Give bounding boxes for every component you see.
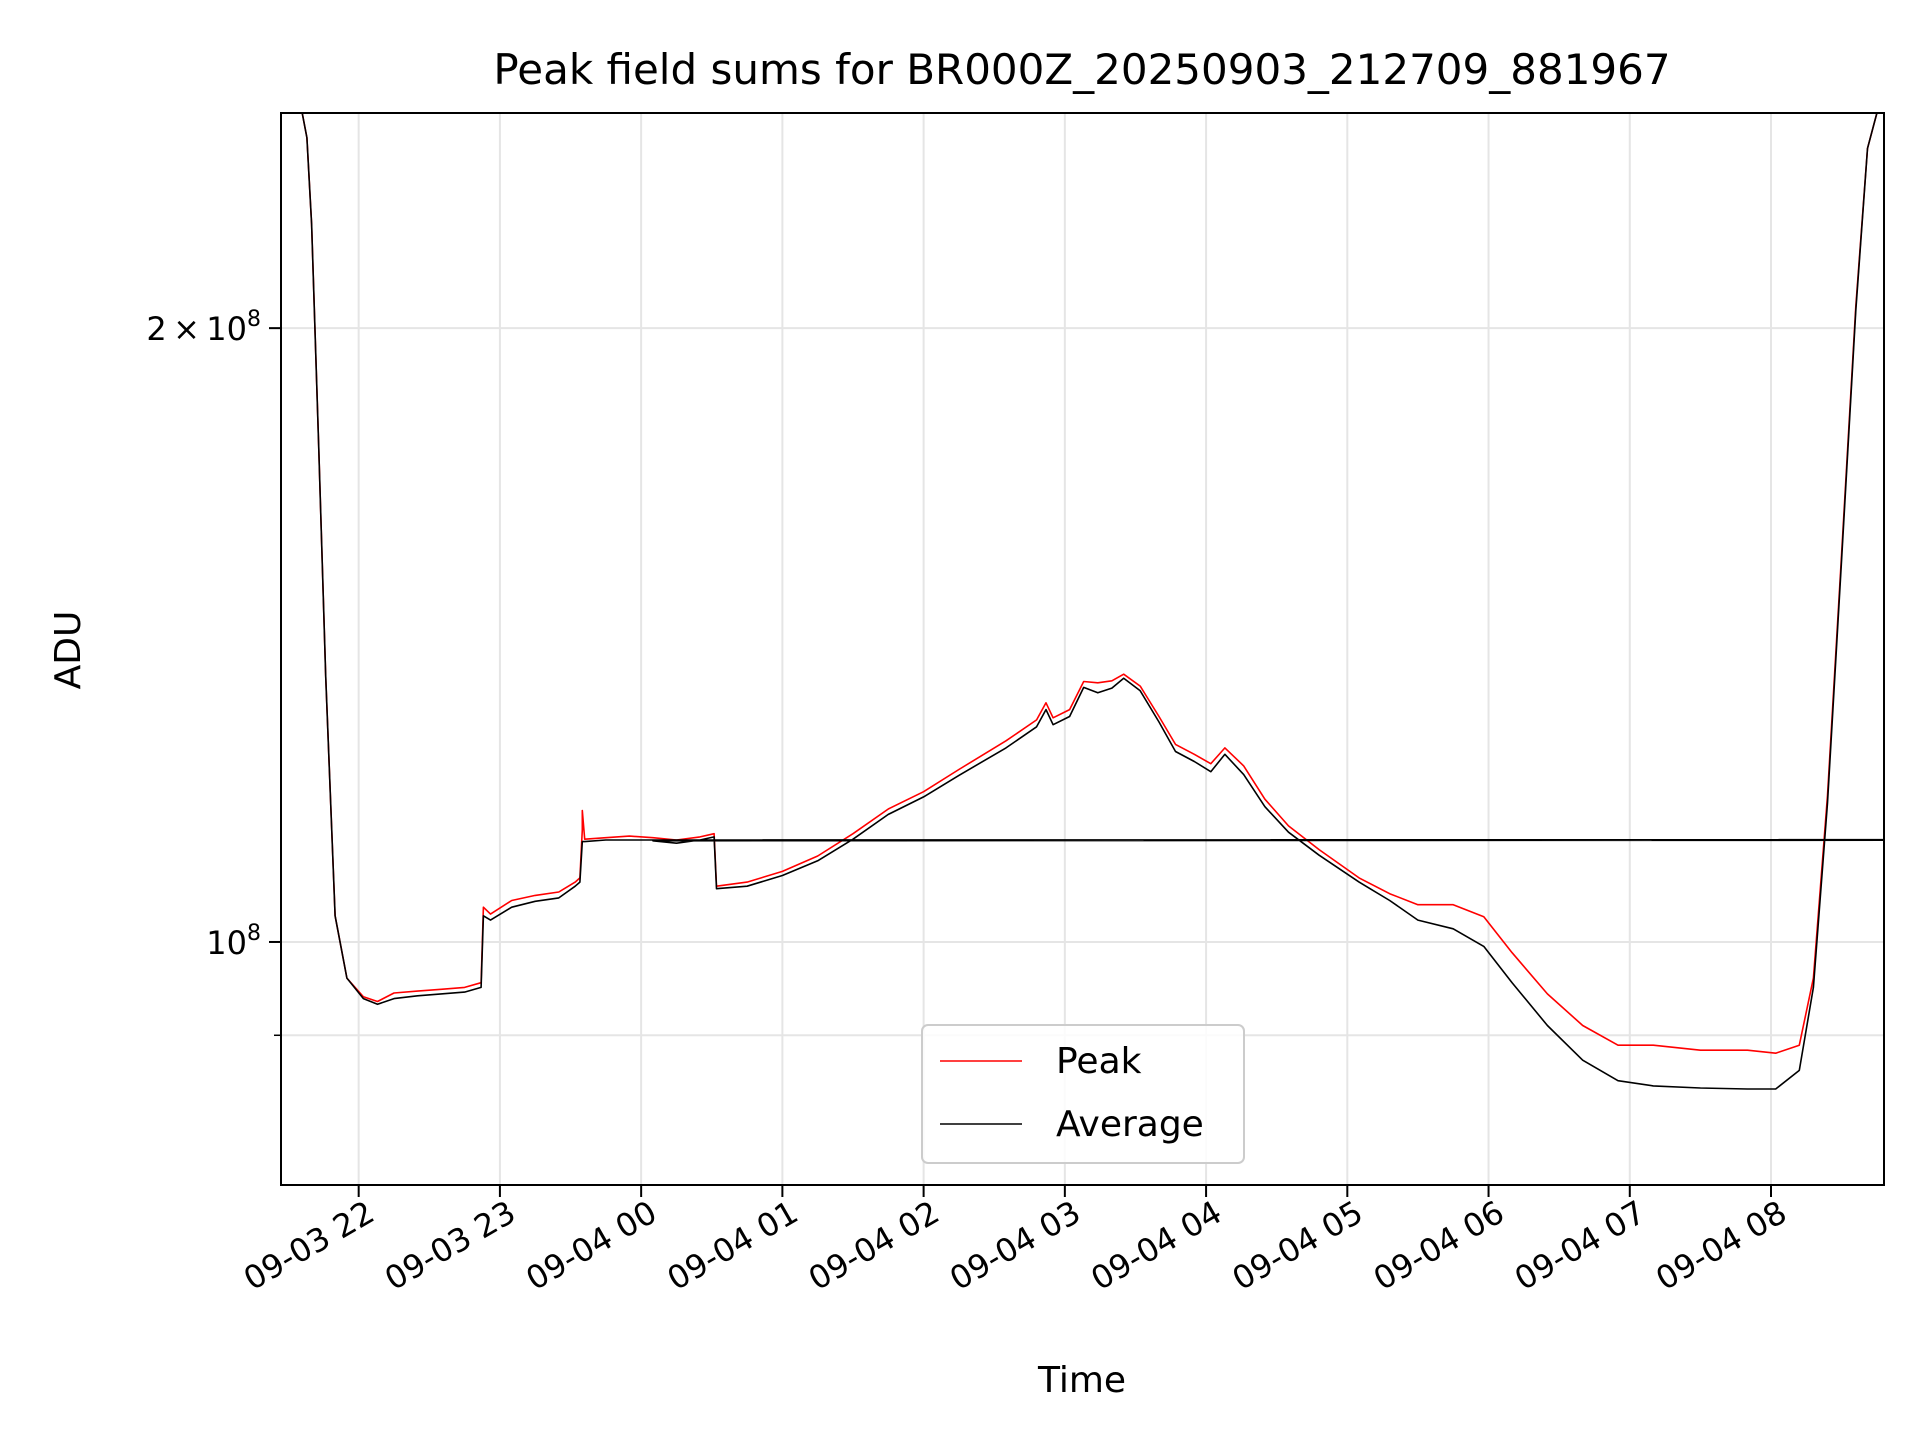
legend-label-average: Average [1056,1104,1204,1145]
y-tick-base: 10 [206,924,247,962]
series-line-peak [281,113,1884,1054]
legend: Peak Average [921,1024,1245,1164]
y-axis-label: ADU [48,611,89,690]
legend-box [921,1024,1245,1164]
series-line-average [281,113,1884,1090]
y-tick-exponent: 8 [247,921,261,946]
y-tick-base: 10 [206,310,247,348]
plot-frame [280,112,1885,1186]
y-tick-label: 108 [206,921,261,962]
y-tick-multiplier: 2 × [146,310,206,348]
y-tick-label: 2 × 108 [146,307,261,348]
chart-title: Peak field sums for BR000Z_20250903_2127… [493,45,1670,94]
legend-label-peak: Peak [1056,1041,1142,1082]
x-axis-label: Time [1037,1360,1126,1401]
series-layer [281,113,1884,1090]
y-tick-exponent: 8 [247,307,261,332]
